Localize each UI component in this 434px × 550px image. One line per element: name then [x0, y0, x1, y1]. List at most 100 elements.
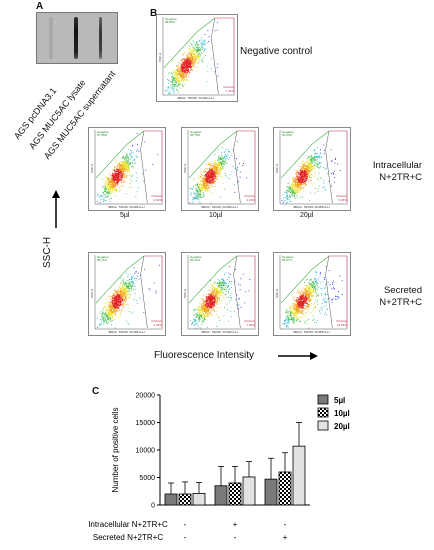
plot-y-axis-label: SSC-H — [90, 163, 94, 174]
gate-negative-name: Negative — [165, 17, 177, 21]
gate-negative-label: Negative 98.89% — [165, 17, 177, 25]
gate-negative-label: Negative 97.38% — [97, 130, 109, 138]
legend-swatch — [317, 394, 329, 405]
gate-positive-name: Positive — [223, 85, 234, 90]
legend-label: 20µl — [334, 422, 350, 431]
gate-positive-name: Positive — [244, 194, 255, 199]
gate-negative-label: Negative 90.93% — [282, 130, 294, 138]
plot-x-axis-label: 488nm: 530/30: AF488-A-H — [293, 330, 330, 334]
density-scatter — [162, 17, 235, 96]
density-scatter — [279, 255, 348, 330]
condition-sign: + — [283, 533, 288, 542]
density-scatter — [94, 255, 163, 330]
gate-divider-line — [140, 130, 148, 204]
legend-swatch — [317, 420, 329, 431]
plot-x-axis-label: 488nm: 530/30: AF488-A-H — [201, 330, 238, 334]
bar-chart: 0 5000 10000 15000 20000 Number of positive c… — [88, 393, 350, 543]
gate-positive-percent: 1.11% — [225, 88, 234, 93]
bar — [214, 485, 228, 506]
gate-divider-line — [233, 255, 241, 329]
gate-negative-line — [188, 255, 238, 304]
gate-divider-line — [325, 130, 333, 204]
volume-label-10ul: 10µl — [209, 212, 223, 219]
plot-y-axis-label: SSC-H — [158, 52, 162, 63]
gate-positive-line — [236, 255, 256, 328]
volume-label-5ul: 5µl — [120, 212, 130, 219]
gate-positive-label: Positive 9.06% — [336, 195, 347, 202]
condition-row-label: Secreted N+2TR+C — [93, 533, 163, 542]
plot-x-axis-label: 488nm: 530/30: AF488-A-H — [201, 205, 238, 209]
gate-divider-line — [325, 255, 333, 329]
plot-y-axis-label: SSC-H — [275, 288, 279, 299]
gate-negative-percent: 95.71% — [97, 258, 108, 263]
gate-negative-line — [188, 130, 238, 179]
density-scatter — [187, 130, 256, 205]
gate-negative-label: Negative 95.71% — [97, 255, 109, 263]
plot-y-axis-label: SSC-H — [183, 288, 187, 299]
western-blot-image — [36, 12, 118, 64]
panel-a-letter: A — [36, 1, 44, 12]
gate-positive-name: Positive — [151, 319, 162, 324]
gate-positive-label: Positive 2.62% — [151, 195, 162, 202]
secreted-row-label-text: Secreted N+2TR+C — [379, 285, 422, 308]
gate-negative-percent: 97.38% — [97, 133, 108, 138]
condition-row-label: Intracellular N+2TR+C — [88, 520, 168, 529]
gate-negative-label: Negative 85.67% — [282, 255, 294, 263]
gate-positive-label: Positive 14.33% — [336, 320, 347, 327]
gate-negative-label: Negative 92.16% — [190, 255, 202, 263]
gate-positive-percent: 2.62% — [153, 197, 162, 202]
gate-positive-percent: 4.29% — [153, 322, 162, 327]
gate-negative-name: Negative — [282, 255, 294, 259]
bar — [278, 471, 292, 506]
flow-plot-intracellular-10ul: Negative 95.78% Positive 4.22% SSC-H 488nm: 5… — [181, 127, 259, 211]
gate-negative-label: Negative 95.78% — [190, 130, 202, 138]
legend-swatch — [317, 407, 329, 418]
panel-c-letter: C — [92, 386, 100, 397]
gate-negative-percent: 85.67% — [282, 258, 293, 263]
intracellular-row-label-text: Intracellular N+2TR+C — [372, 160, 422, 183]
gate-negative-percent: 90.93% — [282, 133, 293, 138]
plot-x-axis-label: 488nm: 530/30: AF488-A-H — [293, 205, 330, 209]
volume-label-20ul: 20µl — [300, 212, 314, 219]
gate-positive-percent: 14.33% — [336, 322, 347, 327]
gate-negative-name: Negative — [190, 255, 202, 259]
plot-y-axis-label: SSC-H — [275, 163, 279, 174]
gate-positive-line — [328, 130, 348, 203]
condition-sign: - — [284, 520, 287, 529]
flow-plot-secreted-10ul: Negative 92.16% Positive 7.84% SSC-H 488nm: 5… — [181, 252, 259, 336]
gate-negative-percent: 95.78% — [190, 133, 201, 138]
y-axis-title: Number of positive cells — [111, 408, 120, 493]
gate-negative-line — [280, 130, 330, 179]
gate-positive-line — [236, 130, 256, 203]
condition-sign: - — [234, 533, 237, 542]
density-scatter — [279, 130, 348, 205]
intracellular-row-label: Intracellular N+2TR+C — [373, 160, 422, 184]
flow-plot-intracellular-20ul: Negative 90.93% Positive 9.06% SSC-H 488nm: 5… — [273, 127, 351, 211]
secreted-row-label: Secreted N+2TR+C — [379, 285, 422, 309]
gate-positive-name: Positive — [244, 319, 255, 324]
density-scatter — [94, 130, 163, 205]
bar — [242, 476, 256, 506]
negative-control-label: Negative control — [240, 46, 313, 57]
gate-positive-name: Positive — [336, 319, 347, 324]
panel-b-letter: B — [150, 8, 158, 19]
condition-sign: + — [233, 520, 238, 529]
gate-negative-line — [95, 255, 145, 304]
gate-divider-line — [140, 255, 148, 329]
plot-x-axis-label: 488nm: 530/30: AF488-A-H — [177, 96, 214, 100]
gate-positive-name: Positive — [151, 194, 162, 199]
gate-positive-line — [143, 130, 163, 203]
y-tick-label: 5000 — [139, 475, 155, 482]
gate-positive-label: Positive 1.11% — [223, 86, 234, 93]
gate-positive-label: Positive 4.29% — [151, 320, 162, 327]
bar — [228, 482, 242, 506]
bar — [264, 478, 278, 506]
y-tick-label: 20000 — [136, 393, 156, 400]
gate-positive-percent: 9.06% — [338, 197, 347, 202]
band-lane-3 — [99, 17, 102, 59]
flow-plot-intracellular-5ul: Negative 97.38% Positive 2.62% SSC-H 488nm: 5… — [88, 127, 166, 211]
gate-positive-percent: 4.22% — [246, 197, 255, 202]
gate-positive-line — [214, 17, 235, 94]
x-axis-arrow — [278, 352, 318, 360]
gate-negative-name: Negative — [190, 130, 202, 134]
